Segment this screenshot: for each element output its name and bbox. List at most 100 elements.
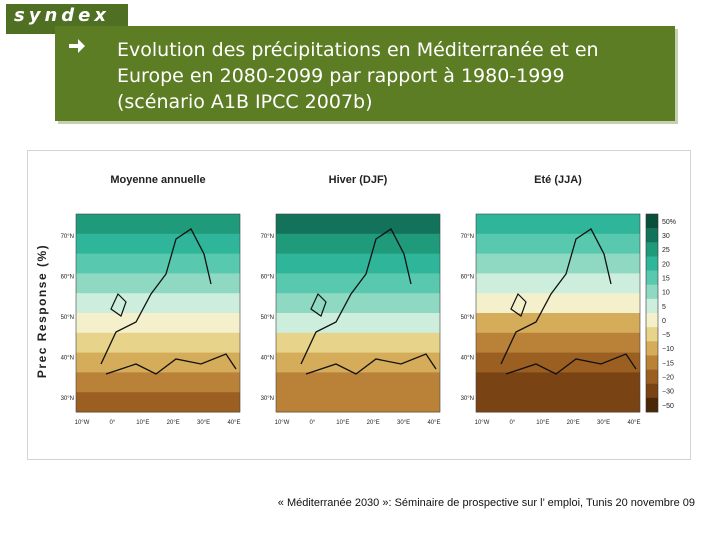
lon-tick-label: 40°E [427, 420, 440, 426]
colorbar-swatch [646, 270, 658, 286]
colorbar-swatch [646, 214, 658, 229]
map-band [476, 293, 640, 314]
lat-tick-label: 70°N [261, 234, 274, 240]
colorbar-swatch [646, 242, 658, 257]
map-band [76, 313, 240, 334]
lon-tick-label: 20°E [367, 420, 380, 426]
colorbar-swatch [646, 228, 658, 243]
lon-tick-label: 10°W [75, 420, 90, 426]
map-band [476, 233, 640, 255]
colorbar-label: 10 [662, 290, 670, 297]
panel-title: Moyenne annuelle [110, 174, 205, 186]
map-band [476, 352, 640, 373]
map-band [276, 352, 440, 373]
coastline [510, 292, 527, 317]
map-band [276, 332, 440, 354]
map-band [276, 253, 440, 274]
lat-tick-label: 30°N [61, 396, 74, 402]
map-band [476, 214, 640, 235]
lon-tick-label: 40°E [627, 420, 640, 426]
lat-tick-label: 30°N [261, 396, 274, 402]
precipitation-maps-svg: Prec Response (%) Moyenne annuelle 70°N 60°… [35, 174, 676, 426]
colorbar-swatch [646, 284, 658, 300]
map-band [276, 392, 440, 413]
lat-tick-label: 60°N [261, 275, 274, 281]
map-band [76, 273, 240, 294]
colorbar-frame [645, 213, 659, 413]
map-band [76, 253, 240, 274]
map-band [476, 332, 640, 354]
precipitation-maps-figure: Prec Response (%) Moyenne annuelle 70°N 60°… [27, 150, 691, 460]
colorbar-swatch [646, 327, 658, 342]
colorbar-swatch [646, 355, 658, 370]
map-band [476, 392, 640, 413]
colorbar-label: 15 [662, 275, 670, 282]
map-band [276, 233, 440, 255]
logo-wordmark: syndex [14, 5, 110, 26]
colorbar-label: −15 [662, 360, 674, 367]
colorbar-swatch [646, 369, 658, 385]
colorbar-label: 50% [662, 219, 676, 226]
lat-tick-label: 60°N [461, 275, 474, 281]
lon-tick-label: 10°E [336, 420, 349, 426]
lon-tick-label: 10°W [275, 420, 290, 426]
lat-tick-label: 60°N [61, 275, 74, 281]
map-band [476, 273, 640, 294]
lon-tick-label: 30°E [397, 420, 410, 426]
coastline [310, 292, 327, 317]
title-line: Europe en 2080-2099 par rapport à 1980-1… [117, 65, 565, 87]
coastline [105, 353, 237, 375]
map-frame [275, 213, 441, 413]
map-band [76, 392, 240, 413]
colorbar-label: −5 [662, 332, 670, 339]
title-line: (scénario A1B IPCC 2007b) [117, 91, 373, 113]
colorbar-label: 30 [662, 233, 670, 240]
lat-tick-label: 40°N [261, 356, 274, 362]
colorbar-swatch [646, 298, 658, 314]
coastline [300, 228, 412, 365]
right-arrow-icon [69, 39, 85, 53]
panel-title: Hiver (DJF) [329, 174, 388, 186]
colorbar-label: 5 [662, 304, 666, 311]
colorbar-label: −10 [662, 346, 674, 353]
lon-tick-label: 40°E [227, 420, 240, 426]
colorbar-label: 20 [662, 261, 670, 268]
map-band [76, 332, 240, 354]
map-band [76, 293, 240, 314]
coastline [505, 353, 637, 375]
colorbar-label: −30 [662, 389, 674, 396]
map-frame [475, 213, 641, 413]
lon-tick-label: 0° [110, 420, 116, 426]
map-band [476, 372, 640, 393]
map-band [276, 313, 440, 334]
lon-tick-label: 20°E [567, 420, 580, 426]
lat-tick-label: 70°N [61, 234, 74, 240]
lon-tick-label: 10°W [475, 420, 490, 426]
lon-tick-label: 0° [310, 420, 316, 426]
title-banner: Evolution des précipitations en Méditerr… [55, 26, 675, 121]
lon-tick-label: 30°E [597, 420, 610, 426]
coastline [305, 353, 437, 375]
coastline [100, 228, 212, 365]
colorbar-label: 0 [662, 318, 666, 325]
lat-tick-label: 70°N [461, 234, 474, 240]
colorbar-swatch [646, 256, 658, 271]
map-band [76, 214, 240, 235]
map-frame [75, 213, 241, 413]
coastline [110, 292, 127, 317]
map-band [276, 293, 440, 314]
lat-tick-label: 50°N [61, 315, 74, 321]
map-band [276, 273, 440, 294]
map-band [76, 352, 240, 373]
colorbar-swatch [646, 341, 658, 356]
lat-tick-label: 40°N [61, 356, 74, 362]
lon-tick-label: 10°E [536, 420, 549, 426]
title-line: Evolution des précipitations en Méditerr… [117, 39, 599, 61]
map-band [276, 214, 440, 235]
coastline [500, 228, 612, 365]
colorbar-label: 25 [662, 247, 670, 254]
slide-title: Evolution des précipitations en Méditerr… [117, 37, 672, 115]
footer-caption: « Méditerranée 2030 »: Séminaire de pros… [277, 497, 695, 509]
panel-title: Eté (JJA) [534, 174, 582, 186]
map-band [276, 372, 440, 393]
